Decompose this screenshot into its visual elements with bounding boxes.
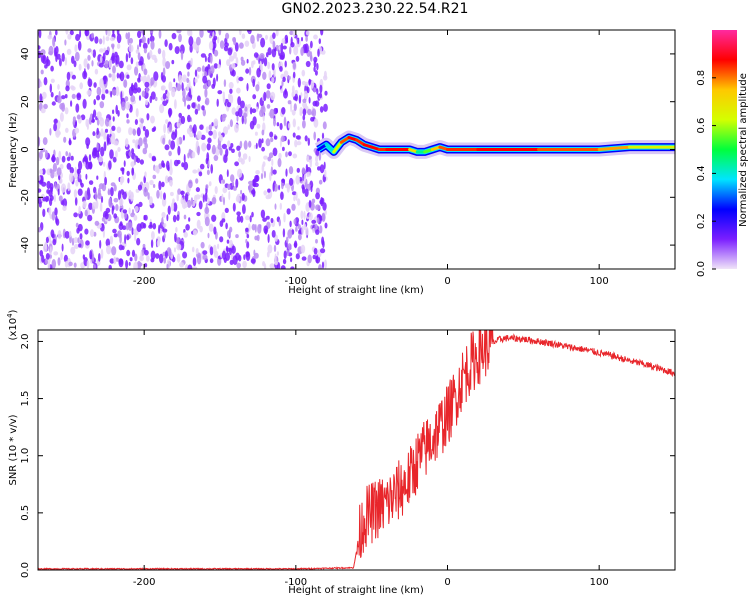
y-tick-label: -20 (20, 189, 31, 205)
snr-x-ticks: -200 -100 0 100 (133, 330, 609, 588)
x-tick-label: 0 (444, 276, 450, 287)
signal-segment (332, 140, 343, 154)
colorbar-tick-label: 0.2 (696, 213, 707, 229)
x-tick-label: -100 (284, 276, 307, 287)
signal-segment (324, 143, 336, 154)
colorbar-label: Normalized spectral amplitude (738, 73, 749, 227)
spectrogram-x-label: Height of straight line (km) (288, 285, 424, 296)
spectrogram-heatmap (38, 30, 675, 269)
y-tick-label: 0.5 (20, 505, 31, 521)
spectrogram-y-label: Frequency (Hz) (8, 112, 19, 188)
y-tick-label: 1.0 (20, 448, 31, 464)
y-tick-label: 40 (20, 48, 31, 61)
x-tick-label: 100 (590, 577, 609, 588)
y-tick-label: -40 (20, 237, 31, 253)
x-tick-label: 0 (444, 577, 450, 588)
spectrogram-x-ticks: -200 -100 0 100 (133, 30, 609, 287)
snr-series (38, 330, 675, 570)
x-tick-label: -200 (133, 276, 156, 287)
snr-line (38, 330, 675, 570)
snr-x-label: Height of straight line (km) (288, 585, 424, 596)
colorbar-tick-label: 0.0 (696, 261, 707, 277)
snr-y-multiplier-base: (x10 (8, 318, 19, 341)
x-tick-label: -200 (133, 577, 156, 588)
colorbar-ticks: 0.0 0.2 0.4 0.6 0.8 (696, 70, 716, 277)
y-tick-label: 20 (20, 95, 31, 108)
figure-title: GN02.2023.230.22.54.R21 (281, 1, 469, 17)
spectrogram-noise (38, 30, 328, 269)
y-tick-label: 0.0 (20, 562, 31, 578)
spectrogram-y-ticks: -40 -20 0 20 40 (20, 48, 675, 253)
snr-y-multiplier-exp: 4 (6, 313, 14, 318)
y-tick-label: 2.0 (20, 333, 31, 349)
x-tick-label: -100 (284, 577, 307, 588)
y-tick-label: 0 (20, 146, 31, 152)
colorbar: 0.0 0.2 0.4 0.6 0.8 Normalized spectral ampl… (696, 30, 749, 277)
snr-panel: -200 -100 0 100 0.0 0.5 1.0 1.5 2.0 Height of s… (6, 309, 676, 596)
snr-frame (37, 329, 676, 571)
spectrogram-signal-track (314, 130, 675, 159)
snr-y-ticks: 0.0 0.5 1.0 1.5 2.0 (20, 333, 675, 578)
y-tick-label: 1.5 (20, 391, 31, 407)
x-tick-label: 100 (590, 276, 609, 287)
snr-y-multiplier: (x104) (6, 309, 19, 340)
colorbar-tick-label: 0.4 (696, 165, 707, 181)
colorbar-gradient (712, 30, 737, 269)
svg-text:(x104): (x104) (6, 309, 19, 340)
colorbar-tick-label: 0.6 (696, 118, 707, 134)
signal-segment (597, 145, 631, 151)
snr-y-label: SNR (10 * v/v) (8, 414, 19, 485)
colorbar-tick-label: 0.8 (696, 70, 707, 86)
